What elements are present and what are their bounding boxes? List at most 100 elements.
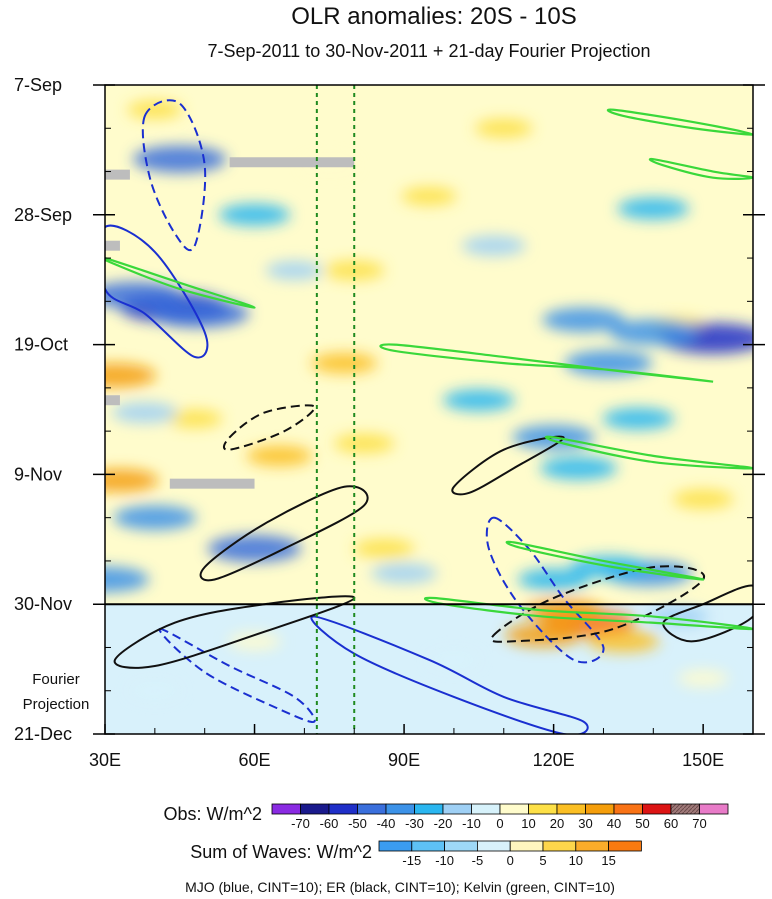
anomaly-blob — [105, 566, 149, 593]
y-axis: 7-Sep 28-Sep 19-Oct 9-Nov 30-Nov 21-Dec — [14, 75, 765, 744]
obs-colorbar-label: 10 — [521, 816, 535, 831]
waves-colorbar-swatch — [575, 840, 609, 852]
obs-colorbar-swatch — [499, 803, 529, 815]
waves-colorbar-swatch — [476, 840, 511, 852]
obs-colorbar-label: 50 — [635, 816, 649, 831]
x-tick-label: 30E — [89, 750, 121, 770]
anomaly-blob — [127, 100, 183, 119]
obs-colorbar-label: 30 — [578, 816, 592, 831]
y-tick-label: 30-Nov — [14, 594, 72, 614]
anomaly-blob — [150, 299, 250, 328]
obs-colorbar-swatch — [699, 803, 729, 815]
waves-colorbar-swatch — [608, 840, 642, 852]
anomaly-blob — [207, 535, 302, 562]
kelvin-contour — [105, 256, 256, 309]
waves-colorbar-label: 15 — [601, 853, 615, 868]
waves-colorbar: -15 -10 -5 0 5 10 15 — [378, 840, 642, 868]
reference-lines — [105, 85, 753, 734]
obs-colorbar-swatch — [357, 803, 387, 815]
obs-colorbar-swatch — [328, 803, 358, 815]
kelvin-contour — [648, 157, 753, 180]
obs-colorbar: -70 -60 -50 -40 -30 -20 -10 0 10 20 30 40 50 60 70 — [271, 803, 729, 831]
anomaly-blob — [587, 630, 660, 653]
kelvin-contour — [544, 435, 753, 470]
obs-colorbar-swatch — [271, 803, 301, 815]
waves-colorbar-label: 5 — [539, 853, 546, 868]
projection-label-line2: Projection — [23, 696, 90, 713]
x-tick-label: 90E — [388, 750, 420, 770]
anomaly-blob — [105, 468, 159, 493]
anomaly-blob — [333, 433, 395, 454]
missing-data-bar — [105, 169, 130, 180]
y-tick-label: 28-Sep — [14, 205, 72, 225]
waves-colorbar-label: -5 — [472, 853, 484, 868]
anomaly-blob — [113, 505, 197, 530]
anomaly-blob — [105, 363, 157, 388]
obs-colorbar-label: 60 — [664, 816, 678, 831]
anomaly-blob — [167, 409, 223, 428]
x-tick-label: 60E — [239, 750, 271, 770]
missing-data — [105, 157, 355, 489]
anomaly-blob — [246, 445, 313, 467]
anomaly-blob — [371, 562, 438, 584]
anomaly-blob — [401, 187, 457, 206]
plot-frame — [104, 84, 754, 735]
plot-area — [105, 85, 753, 734]
anomaly-blob — [564, 350, 653, 376]
obs-colorbar-swatch — [556, 803, 586, 815]
mjo-contour — [485, 516, 605, 664]
anomaly-blob — [218, 203, 291, 226]
anomaly-blob — [540, 456, 618, 480]
anomaly-blob — [672, 489, 734, 509]
anomaly-blob — [228, 632, 281, 651]
anomaly-blob — [517, 568, 590, 591]
anomaly-blobs — [105, 100, 753, 700]
kelvin-contour — [505, 540, 705, 581]
y-tick-label: 19-Oct — [14, 335, 68, 355]
obs-colorbar-swatch — [471, 803, 501, 815]
kelvin-contour — [606, 108, 753, 136]
projection-label-line1: Fourier — [32, 671, 80, 688]
waves-colorbar-label: -10 — [435, 853, 454, 868]
obs-colorbar-label: -40 — [377, 816, 396, 831]
waves-colorbar-label: -15 — [402, 853, 421, 868]
anomaly-blob — [461, 235, 526, 256]
y-tick-label: 9-Nov — [14, 464, 62, 484]
obs-colorbar-swatch — [613, 803, 643, 815]
chart-title: OLR anomalies: 20S - 10S — [291, 3, 576, 30]
waves-colorbar-title: Sum of Waves: W/m^2 — [190, 842, 372, 862]
chart-footer: MJO (blue, CINT=10); ER (black, CINT=10)… — [185, 879, 615, 895]
obs-colorbar-swatch — [442, 803, 472, 815]
x-tick-label: 150E — [682, 750, 724, 770]
waves-colorbar-swatch — [509, 840, 544, 852]
mjo-contour — [310, 615, 589, 734]
er-contour — [451, 435, 565, 496]
obs-colorbar-label: -50 — [348, 816, 367, 831]
anomaly-blob — [505, 623, 583, 647]
anomaly-blob — [542, 307, 625, 333]
er-contour — [199, 485, 369, 582]
obs-colorbar-swatch — [414, 803, 444, 815]
waves-colorbar-label: 10 — [569, 853, 583, 868]
y-tick-label: 21-Dec — [14, 724, 72, 744]
anomaly-blob — [129, 682, 181, 700]
waves-colorbar-swatch — [411, 840, 445, 852]
anomaly-blob — [443, 389, 515, 412]
obs-colorbar-label: 20 — [550, 816, 564, 831]
waves-colorbar-swatch — [542, 840, 577, 852]
mjo-contour — [105, 224, 209, 359]
anomaly-blob — [353, 538, 415, 559]
anomaly-blob — [133, 145, 227, 173]
y-tick-label: 7-Sep — [14, 75, 62, 95]
x-axis: 30E 60E 90E 120E 150E — [89, 724, 724, 770]
er-contour — [662, 584, 753, 643]
anomaly-blob — [475, 118, 533, 138]
obs-colorbar-swatch — [528, 803, 558, 815]
obs-colorbar-swatch — [585, 803, 615, 815]
kelvin-contour — [379, 343, 714, 383]
obs-colorbar-label: -20 — [434, 816, 453, 831]
anomaly-blob — [602, 407, 675, 430]
obs-colorbar-label: -60 — [320, 816, 339, 831]
obs-colorbar-label: -70 — [291, 816, 310, 831]
